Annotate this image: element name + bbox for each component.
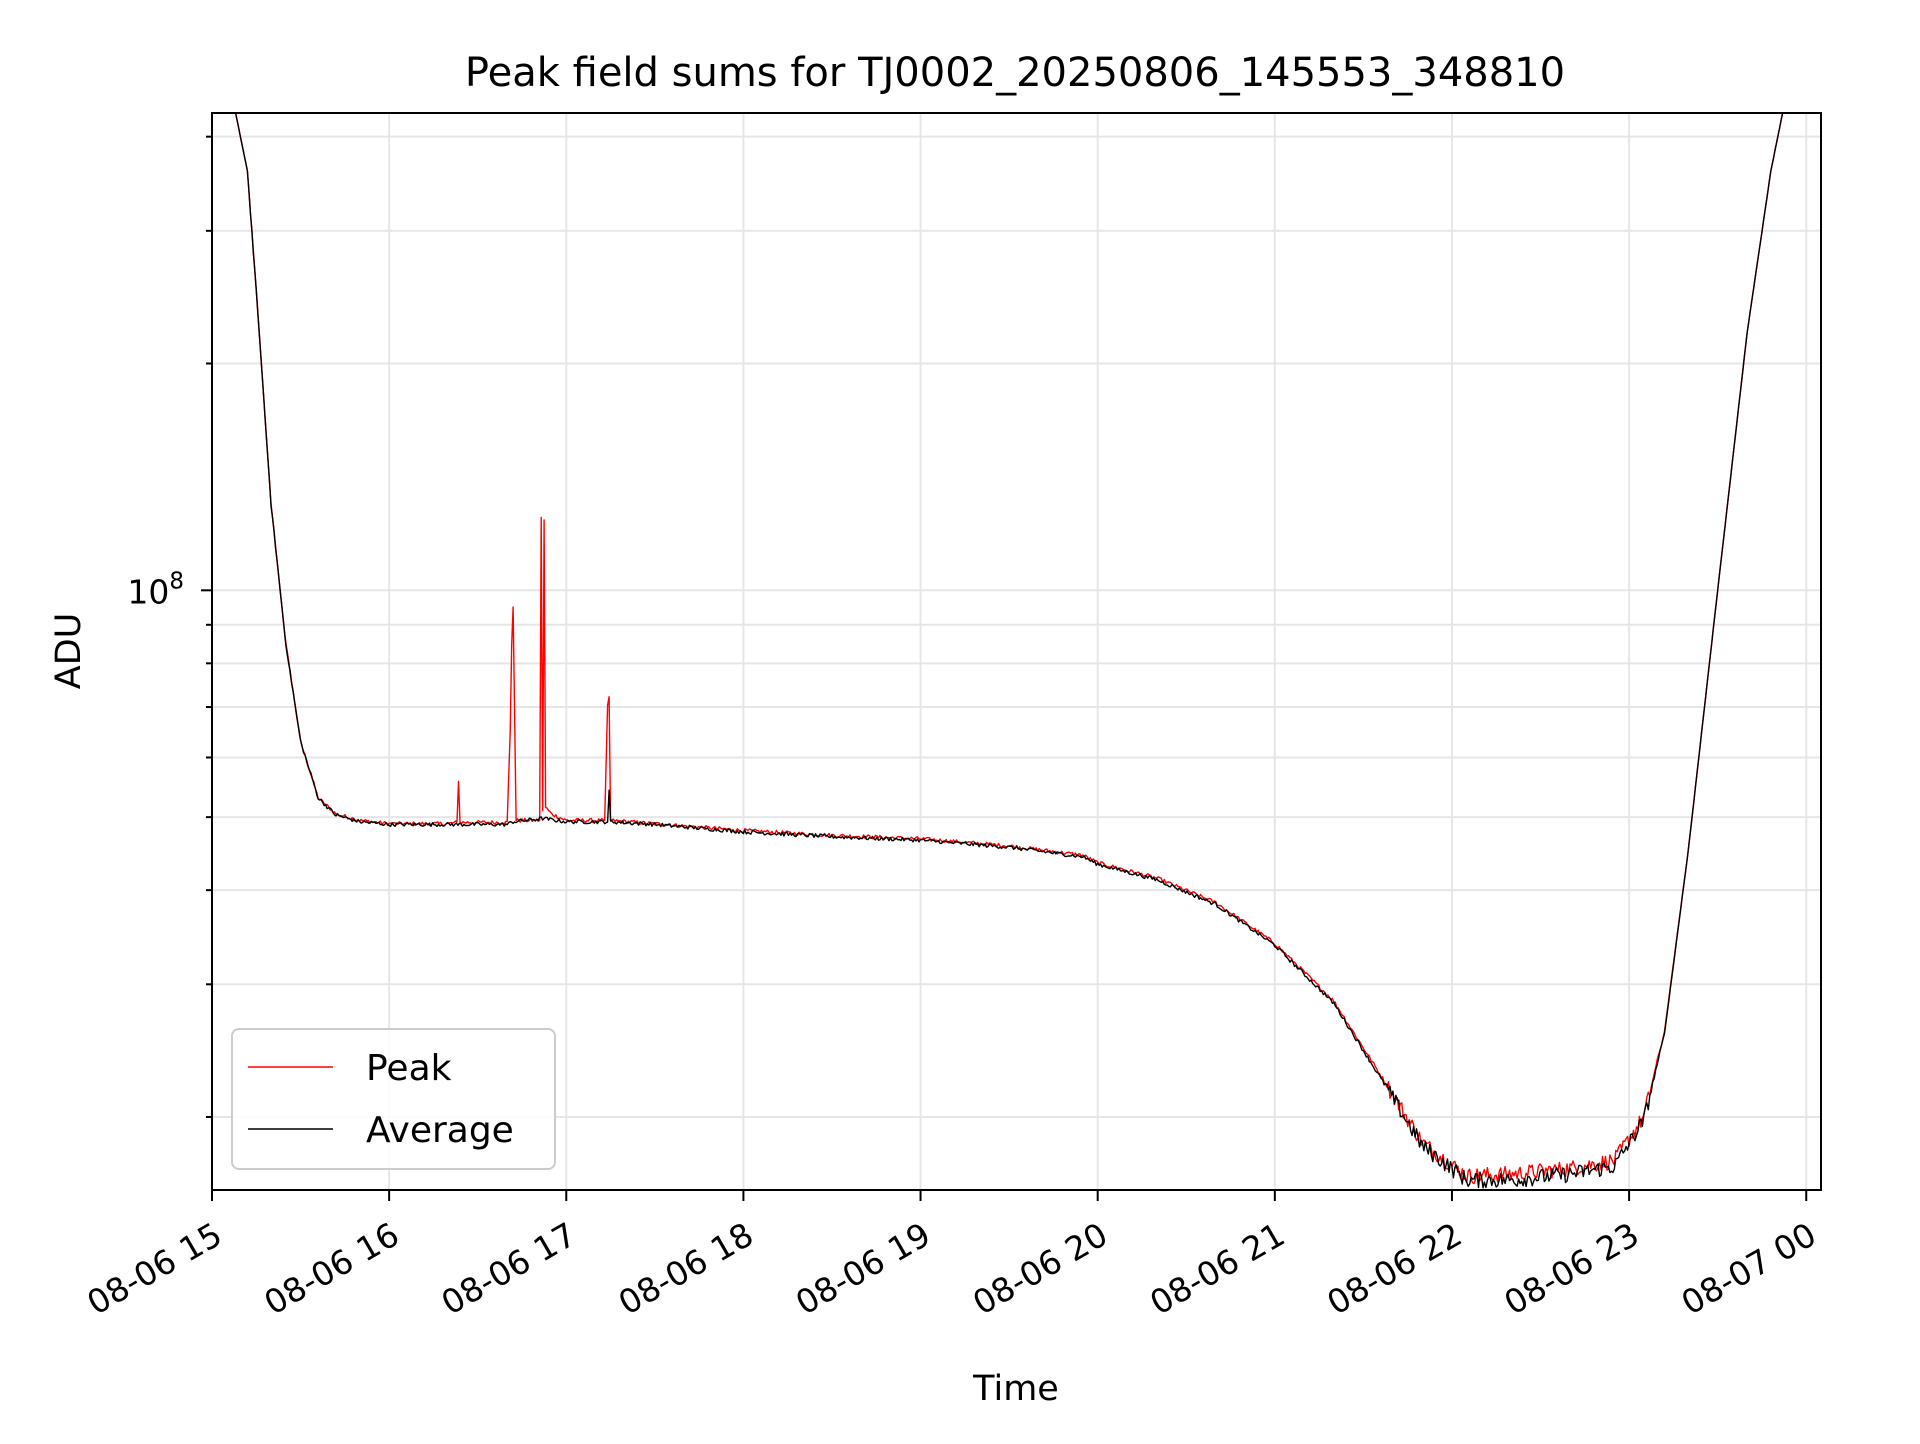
x-tick-label: 08-06 22 — [1320, 1215, 1468, 1323]
y-axis-label: ADU — [49, 613, 89, 690]
x-axis-label: Time — [972, 1369, 1059, 1409]
x-axis: 08-06 15 08-06 16 08-06 17 08-06 18 08-06 19… — [80, 1190, 1823, 1323]
x-tick-label: 08-07 00 — [1675, 1215, 1823, 1323]
x-tick-label: 08-06 19 — [789, 1215, 937, 1323]
y-axis: 108 — [127, 135, 212, 1118]
legend-label-average: Average — [366, 1110, 514, 1151]
x-tick-label: 08-06 16 — [258, 1215, 406, 1323]
legend-box — [231, 1028, 556, 1170]
series-line-average — [212, 112, 1810, 1189]
chart-title: Peak field sums for TJ0002_20250806_1455… — [465, 50, 1565, 96]
x-tick-label: 08-06 21 — [1143, 1215, 1291, 1323]
x-tick-label: 08-06 18 — [612, 1215, 760, 1323]
x-tick-label: 08-06 20 — [966, 1215, 1114, 1323]
plot-frame — [211, 112, 1822, 1191]
x-tick-label: 08-06 17 — [435, 1215, 583, 1323]
x-tick-label: 08-06 23 — [1498, 1215, 1646, 1323]
y-tick-label: 108 — [127, 568, 184, 611]
x-tick-label: 08-06 15 — [80, 1215, 228, 1323]
legend-label-peak: Peak — [366, 1048, 452, 1089]
series-layer — [212, 112, 1810, 1189]
series-line-peak — [212, 112, 1810, 1185]
legend: Peak Average — [231, 1028, 556, 1170]
